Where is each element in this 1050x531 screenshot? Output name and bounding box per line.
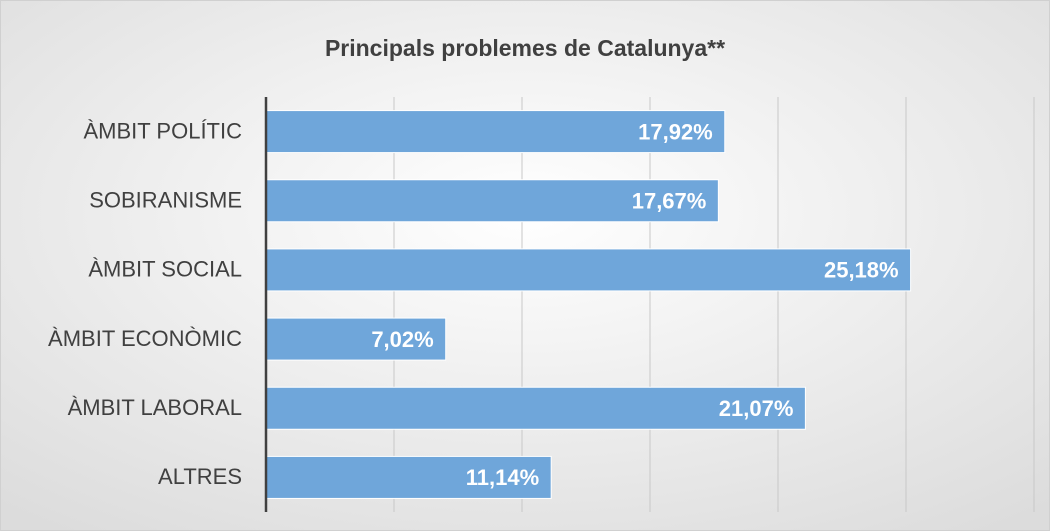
data-label: 17,67% (632, 189, 707, 214)
y-tick-label: ÀMBIT LABORAL (68, 395, 242, 420)
bar (265, 386, 806, 430)
data-label: 21,07% (719, 396, 794, 421)
data-label: 17,92% (638, 119, 713, 144)
bar (265, 317, 447, 361)
data-label: 7,02% (371, 327, 433, 352)
y-tick-label: ÀMBIT SOCIAL (88, 257, 242, 282)
bar (265, 248, 912, 292)
y-tick-label: ALTRES (158, 464, 242, 489)
y-tick-label: ÀMBIT POLÍTIC (83, 118, 242, 143)
bar (265, 179, 719, 223)
bar (265, 455, 552, 499)
data-label: 11,14% (466, 465, 539, 490)
y-tick-label: SOBIRANISME (89, 188, 242, 213)
y-tick-label: ÀMBIT ECONÒMIC (48, 326, 242, 351)
chart-title: Principals problemes de Catalunya** (325, 35, 725, 61)
data-label: 25,18% (824, 258, 899, 283)
